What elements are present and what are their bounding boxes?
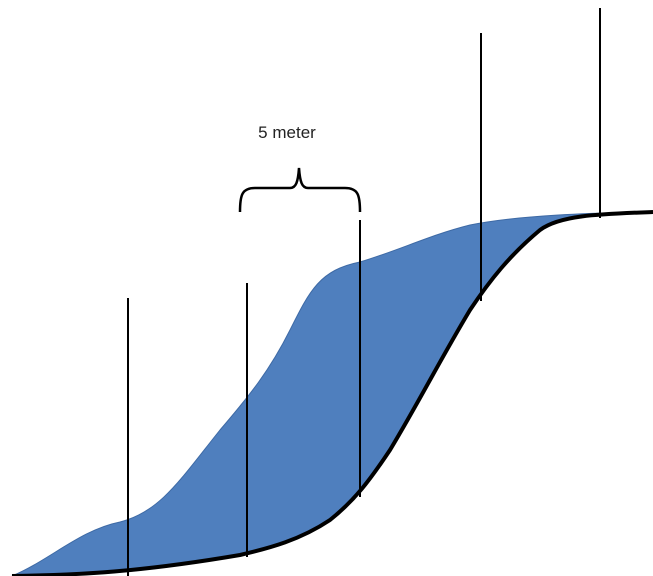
brace bbox=[238, 167, 362, 213]
blue-area bbox=[11, 211, 653, 576]
ground-line bbox=[11, 210, 653, 576]
brace-label: 5 meter bbox=[258, 123, 316, 142]
poles bbox=[127, 8, 601, 576]
